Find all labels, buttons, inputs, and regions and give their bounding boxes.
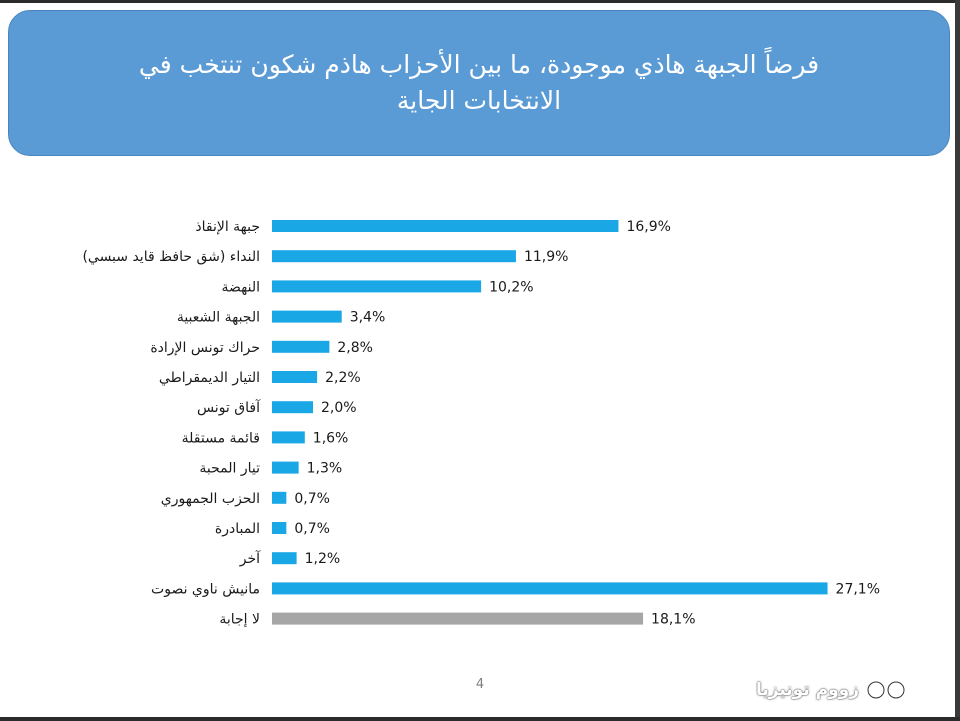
category-label: آخر bbox=[239, 550, 261, 567]
category-label: آفاق تونس bbox=[197, 399, 261, 416]
value-label: 3,4% bbox=[350, 310, 386, 326]
category-label: الحزب الجمهوري bbox=[161, 491, 260, 507]
category-label: تيار المحبة bbox=[199, 461, 260, 477]
category-label: مانيش ناوي نصوت bbox=[151, 581, 260, 597]
slide-border-top bbox=[0, 0, 960, 3]
value-label: 10,2% bbox=[489, 279, 533, 295]
bar-13 bbox=[272, 612, 644, 625]
category-label: لا إجابة bbox=[219, 612, 260, 628]
watermark-text: زووم تونيزيا bbox=[756, 680, 860, 700]
value-label: 27,1% bbox=[836, 581, 880, 597]
bar-5 bbox=[272, 371, 318, 383]
bar-0 bbox=[272, 220, 619, 232]
bar-7 bbox=[272, 431, 305, 444]
bar-8 bbox=[272, 461, 299, 474]
value-label: 11,9% bbox=[524, 249, 568, 265]
bar-10 bbox=[272, 522, 287, 534]
category-label: النهضة bbox=[222, 279, 260, 295]
category-label: جبهة الإنقاذ bbox=[195, 219, 260, 235]
bar-11 bbox=[272, 552, 297, 565]
value-label: 1,2% bbox=[305, 551, 341, 567]
slide-border-right bbox=[955, 0, 960, 721]
value-label: 0,7% bbox=[294, 491, 330, 507]
slide-border-bottom bbox=[0, 717, 960, 721]
category-label: حراك تونس الإرادة bbox=[150, 340, 260, 356]
bar-4 bbox=[272, 340, 330, 353]
bar-3 bbox=[272, 310, 342, 323]
value-label: 18,1% bbox=[651, 612, 695, 628]
bar-12 bbox=[272, 582, 828, 595]
bar-1 bbox=[272, 250, 516, 263]
category-label: الجبهة الشعبية bbox=[177, 310, 260, 326]
category-label: النداء (شق حافظ قايد سبسي) bbox=[82, 249, 260, 265]
watermark: زووم تونيزيا bbox=[756, 678, 911, 702]
value-label: 2,8% bbox=[337, 340, 373, 356]
value-label: 1,6% bbox=[313, 430, 349, 446]
bar-6 bbox=[272, 401, 313, 414]
bar-2 bbox=[272, 280, 482, 293]
watermark-logo-icon bbox=[866, 680, 907, 700]
title-banner: فرضاً الجبهة هاذي موجودة، ما بين الأحزاب… bbox=[8, 10, 950, 156]
value-label: 2,2% bbox=[325, 370, 361, 386]
chart-title: فرضاً الجبهة هاذي موجودة، ما بين الأحزاب… bbox=[138, 50, 820, 115]
value-label: 2,0% bbox=[321, 400, 357, 416]
category-label: قائمة مستقلة bbox=[182, 430, 260, 446]
bar-9 bbox=[272, 491, 287, 504]
value-label: 0,7% bbox=[294, 521, 330, 537]
value-label: 1,3% bbox=[307, 461, 343, 477]
value-label: 16,9% bbox=[626, 219, 670, 235]
category-label: التيار الديمقراطي bbox=[159, 370, 260, 386]
page-number: 4 bbox=[475, 677, 485, 692]
category-label: المبادرة bbox=[215, 521, 260, 537]
